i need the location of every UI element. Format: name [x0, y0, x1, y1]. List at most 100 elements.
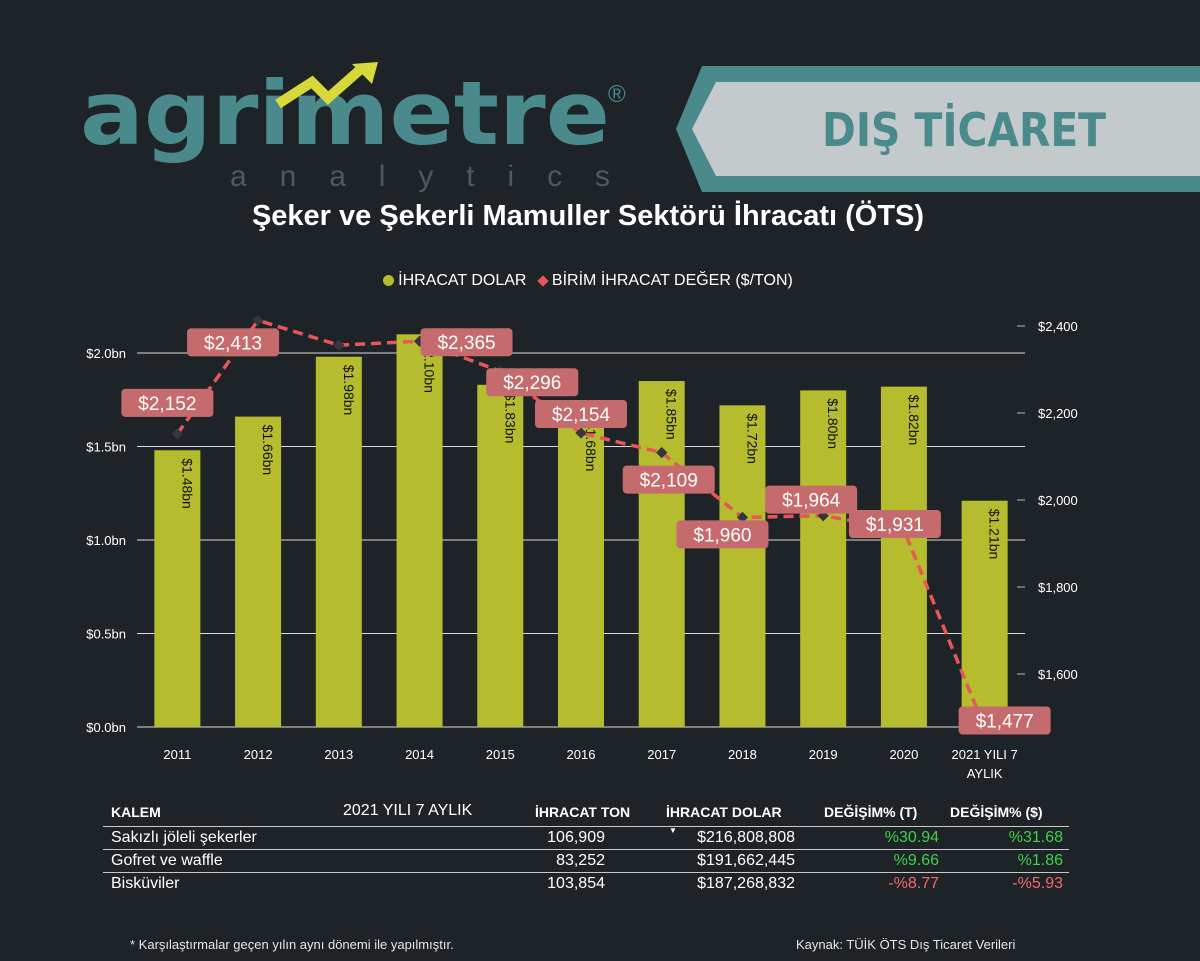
bar [558, 412, 604, 727]
y-left-tick-label: $0.0bn [86, 720, 126, 735]
header-chg-t: DEĞİŞİM% (T) [824, 804, 918, 820]
bar [396, 334, 443, 727]
header-ton: İHRACAT TON [535, 804, 631, 820]
cell-usd: $191,662,445 [697, 852, 795, 869]
bar-value-label: $1.66bn [260, 425, 276, 476]
bar [638, 381, 685, 727]
bar [315, 356, 362, 727]
cell-ton: 103,854 [547, 875, 605, 892]
line-point-marker [171, 428, 184, 440]
header-period: 2021 YILI 7 AYLIK [343, 802, 473, 819]
agrimetre-logo: agrimetre analytics ® [80, 62, 626, 192]
bar [719, 405, 766, 727]
footnote: * Karşılaştırmalar geçen yılın aynı döne… [130, 937, 454, 952]
source-note: Kaynak: TÜİK ÖTS Dış Ticaret Verileri [796, 937, 1016, 952]
header-kalem: KALEM [111, 804, 161, 820]
line-value-label: $2,296 [503, 373, 561, 394]
bar-value-label: $1.72bn [744, 413, 760, 464]
bar [880, 386, 927, 727]
y-left-tick-label: $1.0bn [86, 533, 126, 548]
cell-usd: $187,268,832 [697, 875, 795, 892]
x-tick-label: 2011 [163, 747, 191, 762]
x-tick-label: 2017 [647, 747, 676, 762]
product-table: KALEM 2021 YILI 7 AYLIK İHRACAT TON İHRA… [103, 800, 1069, 895]
banner-text: DIŞ TİCARET [822, 103, 1107, 157]
cell-chg-t: -%8.77 [888, 875, 939, 892]
cell-chg-usd: %1.86 [1017, 852, 1063, 869]
line-point-marker [333, 339, 345, 351]
export-chart: $0.0bn $0.5bn $1.0bn $1.5bn $2.0bn $1,600 $1,8… [86, 314, 1078, 781]
cell-ton: 83,252 [556, 852, 605, 869]
line-value-label-box [958, 706, 1051, 735]
line-value-label-box [848, 510, 941, 539]
table-row: Bisküviler 103,854 $187,268,832 -%8.77 -%5.9… [103, 873, 1069, 895]
x-tick-label: 2015 [486, 747, 515, 762]
x-tick-label: 2016 [567, 747, 596, 762]
cell-item: Gofret ve waffle [111, 852, 223, 869]
x-tick-label: 2012 [244, 747, 273, 762]
cell-ton: 106,909 [547, 829, 605, 846]
bar-value-label: $1.83bn [502, 393, 518, 444]
table-row: Sakızlı jöleli şekerler 106,909 $216,808,8… [103, 827, 1069, 850]
legend-item-bar: İHRACAT DOLAR [383, 272, 526, 290]
line-value-label-box [121, 388, 214, 417]
header-chg-usd: DEĞİŞİM% ($) [950, 804, 1043, 820]
line-value-label-box [420, 328, 513, 357]
bar-value-label: $1.48bn [179, 458, 195, 509]
x-tick-label: 2014 [405, 747, 434, 762]
sort-arrow-icon: ▼ [669, 826, 677, 835]
trend-arrow-icon [275, 64, 366, 109]
y-left-tick-label: $0.5bn [86, 627, 126, 642]
bar-value-label: $1.85bn [664, 389, 680, 440]
line-value-label: $2,365 [437, 333, 495, 354]
line-point-marker [656, 446, 668, 459]
line-value-label-box [486, 368, 579, 397]
line-value-label-box [187, 328, 280, 357]
logo-sub-text: analytics [230, 160, 610, 192]
line-value-label: $2,152 [138, 394, 196, 415]
bar-value-label: $1.98bn [341, 365, 357, 416]
y-right-tick-label: $1,800 [1038, 580, 1078, 595]
cell-chg-usd: -%5.93 [1012, 875, 1063, 892]
registered-mark: ® [608, 81, 626, 108]
line-value-label: $2,154 [552, 405, 611, 426]
legend-line-swatch [537, 275, 549, 287]
dis-ticaret-banner: DIŞ TİCARET [676, 66, 1200, 192]
cell-item: Sakızlı jöleli şekerler [111, 829, 257, 846]
legend-bar-swatch [383, 275, 395, 286]
line-value-label-box [535, 400, 627, 429]
table-header-row: KALEM 2021 YILI 7 AYLIK İHRACAT TON İHRA… [103, 800, 1069, 835]
line-value-label: $1,960 [693, 525, 751, 546]
bar-value-label: $1.80bn [825, 398, 841, 449]
y-left-tick-label: $1.5bn [86, 440, 126, 455]
line-point-marker [252, 314, 264, 327]
y-left-tick-label: $2.0bn [86, 346, 126, 361]
x-tick-label: 2013 [324, 747, 353, 762]
y-right-tick-label: $2,000 [1038, 493, 1078, 508]
bar [235, 416, 282, 727]
y-right-tick-label: $2,200 [1038, 406, 1078, 421]
line-value-label: $1,964 [782, 491, 841, 512]
bar-value-label: $1.21bn [987, 509, 1003, 560]
line-value-label: $1,477 [976, 712, 1034, 733]
table-row: Gofret ve waffle 83,252 $191,662,445 %9.66%… [103, 850, 1069, 873]
line-value-label: $1,931 [866, 515, 924, 536]
cell-item: Bisküviler [111, 875, 180, 892]
bar [800, 390, 847, 727]
line-value-label-box [622, 465, 715, 494]
line-value-label-box [765, 485, 858, 514]
line-point-marker [575, 427, 587, 439]
bar-value-label: $1.68bn [583, 421, 599, 472]
bar-value-label: $1.82bn [906, 395, 922, 446]
cell-usd: $216,808,808 [697, 829, 795, 846]
y-right-tick-label: $2,400 [1038, 319, 1078, 334]
bar [477, 384, 524, 727]
legend-item-line: BİRİM İHRACAT DEĞER ($/TON) [537, 272, 793, 290]
cell-chg-usd: %31.68 [1008, 829, 1063, 846]
bar [154, 450, 201, 727]
x-tick-label: 2018 [728, 747, 757, 762]
chart-title: Şeker ve Şekerli Mamuller Sektörü İhraca… [251, 200, 925, 232]
x-tick-label: 2020 [889, 747, 918, 762]
x-tick-label: 2021 YILI 7 AYLIK [952, 747, 1018, 781]
line-value-label-box [676, 520, 769, 549]
